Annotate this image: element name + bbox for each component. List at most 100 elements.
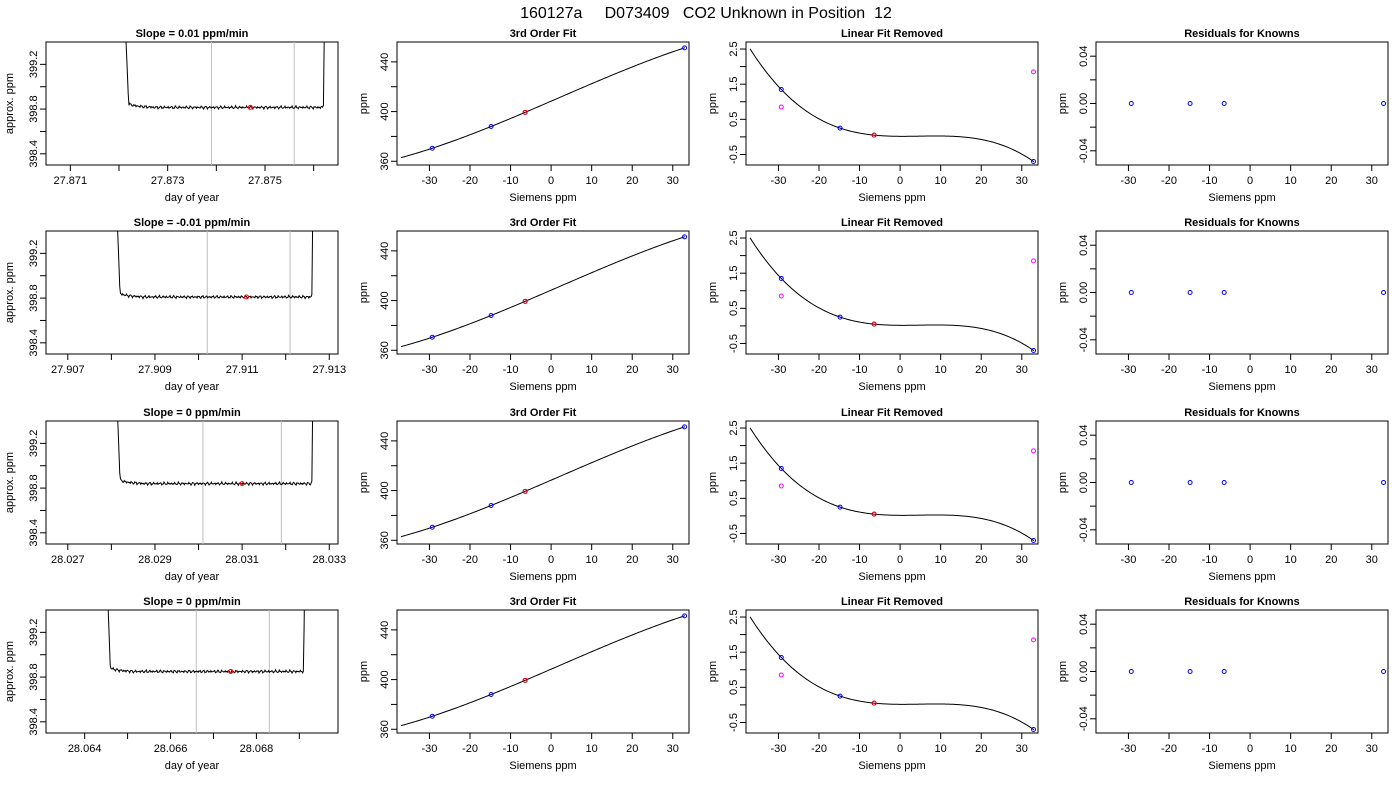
y-tick-label: 2.5 bbox=[728, 420, 740, 435]
x-tick-label: 10 bbox=[1285, 743, 1297, 755]
x-tick-label: 30 bbox=[667, 175, 679, 187]
y-tick-label: 440 bbox=[379, 432, 391, 450]
known-point bbox=[1128, 669, 1134, 674]
x-tick-label: 0 bbox=[1247, 364, 1253, 376]
plot-frame bbox=[45, 230, 339, 355]
unknown-point bbox=[522, 298, 528, 304]
x-tick-label: 20 bbox=[1325, 743, 1337, 755]
y-tick-label: 399.2 bbox=[28, 430, 40, 458]
plot-frame bbox=[1095, 230, 1389, 355]
y-tick-label: 0.00 bbox=[1078, 472, 1090, 493]
x-tick-label: -20 bbox=[462, 175, 478, 187]
x-tick-label: 27.907 bbox=[51, 364, 85, 376]
panel-3-1: Slope = 0 ppm/min 28.027 28.029 28.031 28.03… bbox=[4, 407, 346, 583]
known-point bbox=[1187, 480, 1193, 485]
y-axis-label: ppm bbox=[1057, 282, 1069, 303]
x-tick-label: 0 bbox=[1247, 554, 1253, 566]
x-tick-label: 0 bbox=[1247, 743, 1253, 755]
panel-title: 3rd Order Fit bbox=[510, 596, 577, 608]
y-tick-label: 400 bbox=[379, 102, 391, 120]
x-tick-label: -10 bbox=[503, 175, 519, 187]
y-tick-label: 440 bbox=[379, 53, 391, 71]
x-tick-label: -10 bbox=[852, 554, 868, 566]
panel-title: Residuals for Knowns bbox=[1184, 217, 1300, 229]
y-axis-label: ppm bbox=[707, 472, 719, 493]
y-axis-label: approx. ppm bbox=[4, 641, 16, 702]
x-tick-label: 10 bbox=[935, 175, 947, 187]
panel-title: Residuals for Knowns bbox=[1184, 407, 1300, 419]
x-tick-label: 0 bbox=[548, 743, 554, 755]
fit-curve bbox=[400, 615, 686, 727]
x-tick-label: -30 bbox=[770, 364, 786, 376]
x-tick-label: -30 bbox=[1120, 554, 1136, 566]
x-tick-label: -10 bbox=[503, 743, 519, 755]
measurement-trace bbox=[117, 231, 314, 300]
panel-title: Slope = 0 ppm/min bbox=[143, 596, 241, 608]
x-tick-label: 27.913 bbox=[312, 364, 346, 376]
x-tick-label: -30 bbox=[770, 175, 786, 187]
x-tick-label: 20 bbox=[975, 743, 987, 755]
known-point bbox=[682, 613, 688, 619]
x-tick-label: -10 bbox=[852, 175, 868, 187]
plot-frame bbox=[745, 609, 1039, 734]
y-axis-label: approx. ppm bbox=[4, 73, 16, 134]
known-point bbox=[837, 125, 843, 131]
y-axis-label: ppm bbox=[358, 661, 370, 682]
x-tick-label: 27.873 bbox=[151, 175, 185, 187]
y-tick-label: 1.5 bbox=[728, 456, 740, 471]
x-tick-label: 10 bbox=[586, 554, 598, 566]
x-tick-label: -30 bbox=[1120, 175, 1136, 187]
x-tick-label: 27.875 bbox=[248, 175, 282, 187]
plot-frame bbox=[396, 41, 690, 166]
x-tick-label: -30 bbox=[1120, 743, 1136, 755]
plot-frame bbox=[396, 609, 690, 734]
plot-frame bbox=[45, 420, 339, 545]
plot-frame bbox=[1095, 41, 1389, 166]
x-tick-label: 20 bbox=[975, 554, 987, 566]
x-axis-label: Siemens ppm bbox=[1208, 381, 1275, 393]
known-point bbox=[488, 691, 494, 697]
x-axis-label: Siemens ppm bbox=[509, 192, 576, 204]
known-point bbox=[1128, 480, 1134, 485]
y-tick-label: 2.5 bbox=[728, 41, 740, 56]
x-axis-label: day of year bbox=[165, 381, 220, 393]
x-tick-label: 0 bbox=[897, 364, 903, 376]
y-tick-label: 0.5 bbox=[728, 301, 740, 316]
unknown-point bbox=[522, 109, 528, 115]
plot-frame bbox=[396, 420, 690, 545]
x-tick-label: 10 bbox=[586, 743, 598, 755]
x-tick-label: -20 bbox=[811, 364, 827, 376]
y-tick-label: 2.5 bbox=[728, 230, 740, 245]
panel-grid: Slope = 0.01 ppm/min 27.871 27.873 27.875 39… bbox=[4, 28, 1389, 772]
x-axis-label: day of year bbox=[165, 760, 220, 772]
x-tick-label: -20 bbox=[811, 175, 827, 187]
y-tick-label: 360 bbox=[379, 720, 391, 738]
plot-frame bbox=[45, 609, 339, 734]
y-tick-label: 0.5 bbox=[728, 112, 740, 127]
y-tick-label: 1.5 bbox=[728, 77, 740, 92]
x-tick-label: -30 bbox=[421, 743, 437, 755]
measurement-trace bbox=[125, 42, 325, 111]
y-axis-label: ppm bbox=[358, 472, 370, 493]
unknown-point bbox=[239, 481, 245, 487]
unknown-point bbox=[243, 294, 249, 300]
known-point bbox=[1031, 537, 1037, 543]
known-point bbox=[1221, 669, 1227, 674]
y-tick-label: 400 bbox=[379, 291, 391, 309]
unknown-point bbox=[228, 669, 234, 674]
x-tick-label: -30 bbox=[421, 175, 437, 187]
y-tick-label: 440 bbox=[379, 621, 391, 639]
x-tick-label: -10 bbox=[1202, 175, 1218, 187]
linear-residual-point bbox=[1031, 258, 1037, 264]
x-tick-label: 28.033 bbox=[312, 554, 346, 566]
known-point bbox=[1381, 290, 1387, 295]
x-tick-label: 20 bbox=[626, 743, 638, 755]
x-tick-label: 30 bbox=[667, 554, 679, 566]
x-tick-label: 20 bbox=[1325, 554, 1337, 566]
x-axis-label: Siemens ppm bbox=[858, 760, 925, 772]
measurement-trace bbox=[117, 421, 314, 487]
panel-title: 3rd Order Fit bbox=[510, 407, 577, 419]
x-axis-label: Siemens ppm bbox=[858, 381, 925, 393]
y-tick-label: 0.04 bbox=[1078, 234, 1090, 255]
x-axis-label: Siemens ppm bbox=[1208, 760, 1275, 772]
